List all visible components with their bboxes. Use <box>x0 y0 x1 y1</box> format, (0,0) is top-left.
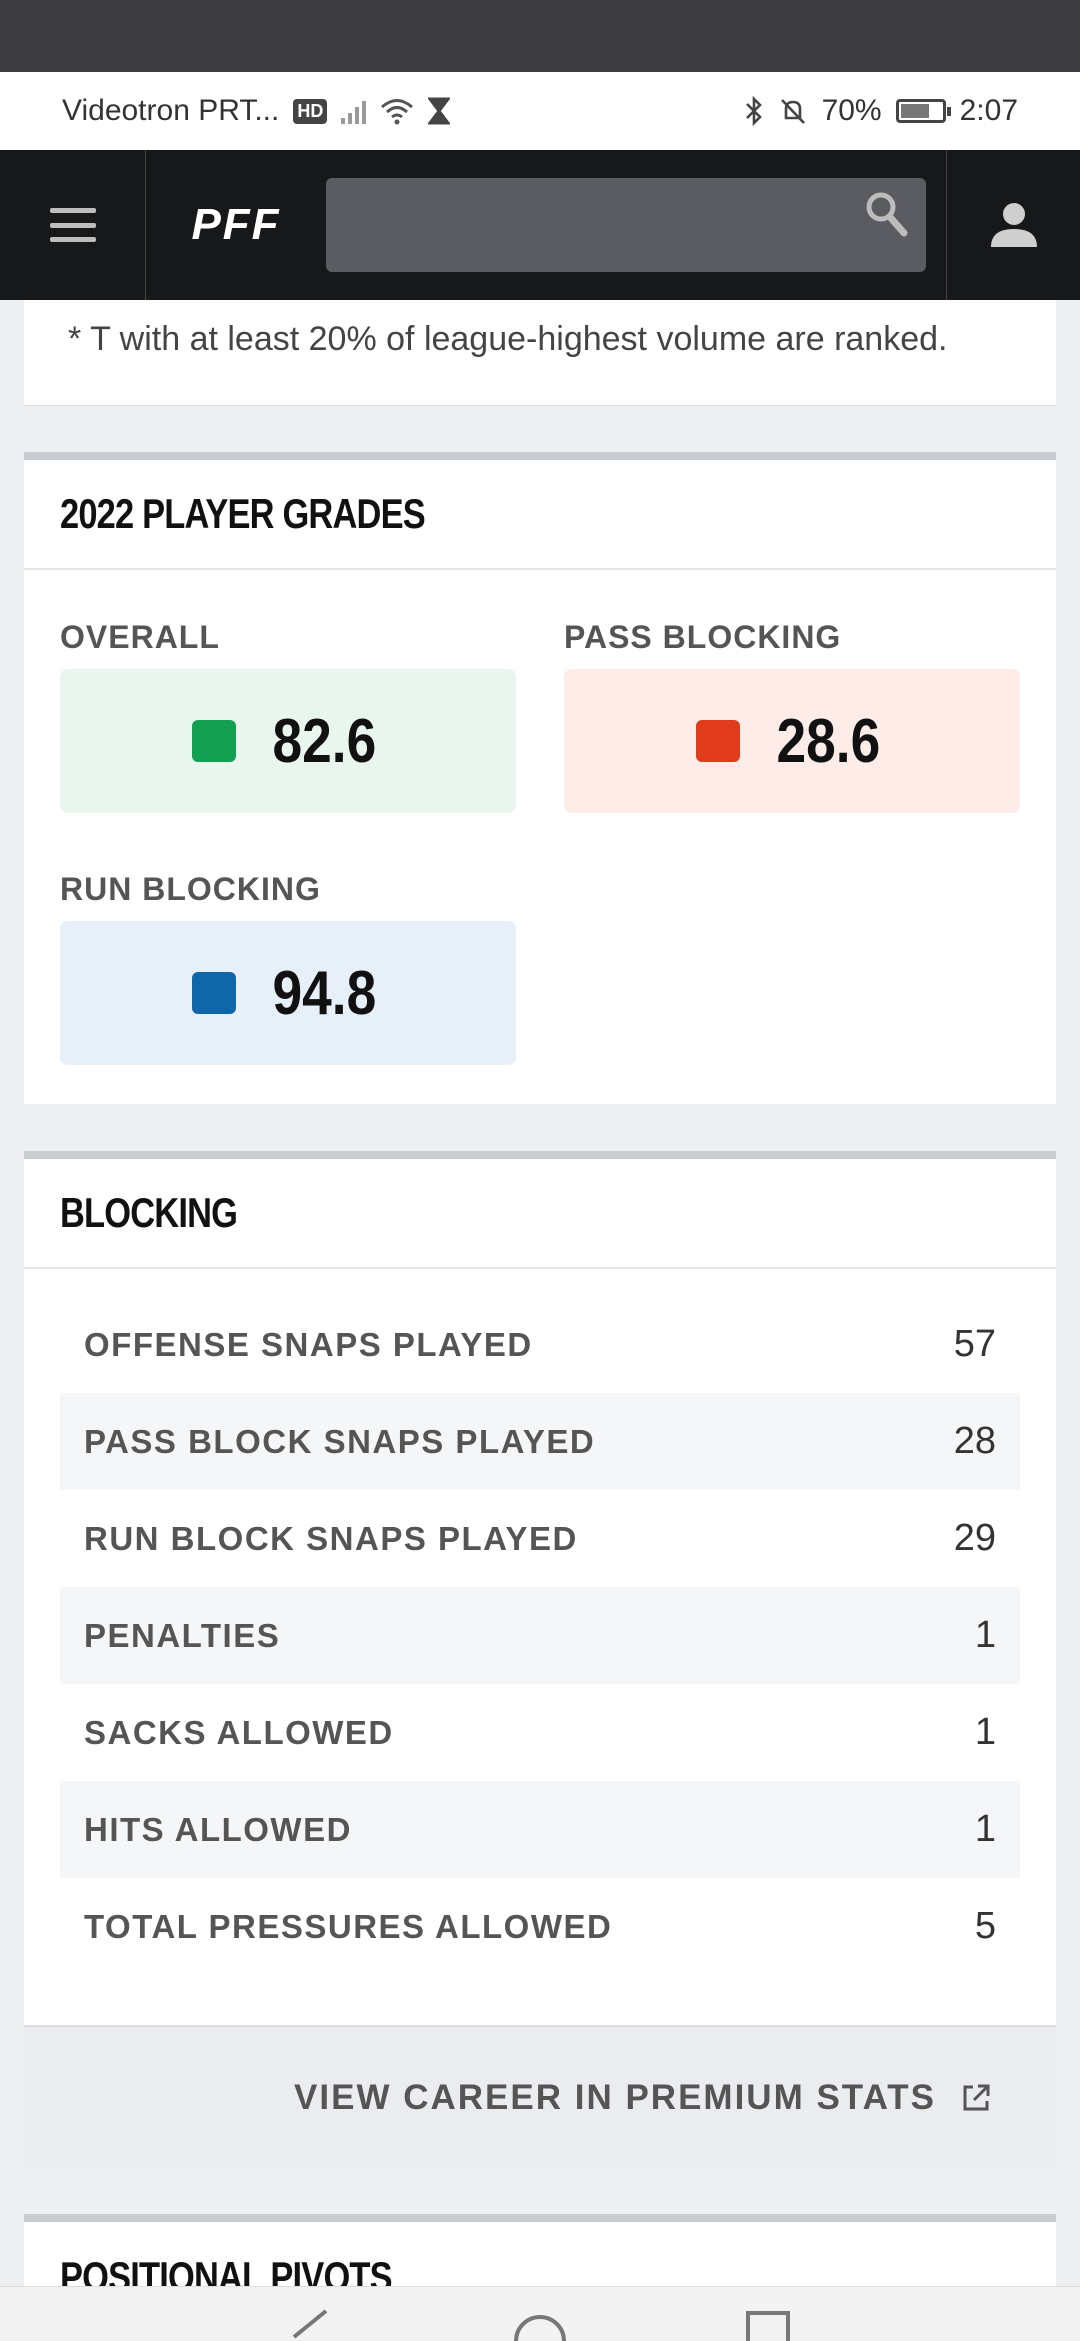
grade-run-blocking: RUN BLOCKING 94.8 <box>60 871 516 1065</box>
bell-muted-icon <box>780 99 805 124</box>
pff-logo[interactable]: PFF <box>191 200 281 249</box>
stat-value: 1 <box>974 1711 996 1753</box>
menu-button[interactable] <box>0 150 146 300</box>
stat-row: RUN BLOCK SNAPS PLAYED 29 <box>60 1490 1020 1587</box>
stat-value: 1 <box>974 1808 996 1850</box>
stat-row: OFFENSE SNAPS PLAYED 57 <box>60 1296 1020 1393</box>
site-navbar: PFF <box>0 150 1080 300</box>
grade-value: 28.6 <box>776 706 880 776</box>
player-grades-card: 2022 PLAYER GRADES OVERALL 82.6 PASS BLO… <box>24 452 1056 1104</box>
stat-label: SACKS ALLOWED <box>84 1713 394 1751</box>
stat-value: 5 <box>974 1905 996 1947</box>
stat-value: 1 <box>974 1614 996 1656</box>
grade-box: 28.6 <box>564 669 1020 813</box>
status-right: 70% 2:07 <box>744 94 1018 128</box>
grade-label: PASS BLOCKING <box>564 619 842 655</box>
view-career-link[interactable]: VIEW CAREER IN PREMIUM STATS <box>24 2025 1056 2168</box>
stat-row: HITS ALLOWED 1 <box>60 1781 1020 1878</box>
user-icon <box>990 203 1037 247</box>
stat-label: PENALTIES <box>84 1616 281 1654</box>
back-icon[interactable] <box>290 2307 330 2341</box>
view-career-label: VIEW CAREER IN PREMIUM STATS <box>294 2077 936 2117</box>
account-button[interactable] <box>946 150 1080 300</box>
stat-row: SACKS ALLOWED 1 <box>60 1684 1020 1781</box>
card-top-bar <box>24 452 1056 460</box>
grade-box: 82.6 <box>60 669 516 813</box>
top-system-bar <box>0 0 1080 72</box>
grade-value: 94.8 <box>272 958 376 1028</box>
stat-value: 28 <box>953 1420 996 1462</box>
search-icon[interactable] <box>864 190 908 240</box>
stat-row: PENALTIES 1 <box>60 1587 1020 1684</box>
wifi-icon <box>381 99 414 125</box>
external-link-icon <box>963 2084 990 2110</box>
grade-color-swatch <box>191 972 236 1014</box>
grade-color-swatch <box>191 720 236 762</box>
stat-label: TOTAL PRESSURES ALLOWED <box>84 1907 613 1945</box>
grade-pass-blocking: PASS BLOCKING 28.6 <box>564 619 1020 813</box>
hamburger-icon <box>49 208 96 242</box>
stat-label: OFFENSE SNAPS PLAYED <box>84 1325 533 1363</box>
bluetooth-icon <box>745 96 762 126</box>
blocking-stats-list: OFFENSE SNAPS PLAYED 57 PASS BLOCK SNAPS… <box>60 1296 1020 1975</box>
grade-box: 94.8 <box>60 921 516 1065</box>
stat-row: PASS BLOCK SNAPS PLAYED 28 <box>60 1393 1020 1490</box>
android-navigation-bar <box>0 2286 1080 2341</box>
stat-label: RUN BLOCK SNAPS PLAYED <box>84 1519 578 1557</box>
search-bar[interactable] <box>326 178 926 272</box>
battery-percent: 70% <box>821 94 882 127</box>
ranking-note-card: * T with at least 20% of league-highest … <box>24 300 1056 406</box>
ranking-note: * T with at least 20% of league-highest … <box>68 320 948 358</box>
grade-value: 82.6 <box>272 706 376 776</box>
grade-label: OVERALL <box>60 619 220 655</box>
grades-title: 2022 PLAYER GRADES <box>24 460 1056 570</box>
stat-value: 57 <box>953 1323 996 1365</box>
blocking-title: BLOCKING <box>24 1159 1056 1269</box>
hd-icon: HD <box>293 98 328 124</box>
stat-label: HITS ALLOWED <box>84 1810 352 1848</box>
status-bar: Videotron PRT... HD 70% 2:07 <box>0 72 1080 150</box>
stat-label: PASS BLOCK SNAPS PLAYED <box>84 1422 596 1460</box>
battery-icon <box>895 99 951 123</box>
grade-label: RUN BLOCKING <box>60 871 321 907</box>
stat-value: 29 <box>953 1517 996 1559</box>
blocking-card: BLOCKING OFFENSE SNAPS PLAYED 57 PASS BL… <box>24 1151 1056 2168</box>
grade-color-swatch <box>695 720 740 762</box>
status-left: Videotron PRT... HD <box>62 94 451 128</box>
clock-time: 2:07 <box>959 94 1018 127</box>
grade-overall: OVERALL 82.6 <box>60 619 516 813</box>
recents-icon[interactable] <box>744 2309 792 2341</box>
carrier-name: Videotron PRT... <box>62 94 280 127</box>
stat-row: TOTAL PRESSURES ALLOWED 5 <box>60 1878 1020 1975</box>
signal-icon <box>341 98 367 124</box>
card-top-bar <box>24 2214 1056 2222</box>
home-icon[interactable] <box>512 2307 568 2341</box>
hourglass-icon <box>428 97 451 125</box>
card-top-bar <box>24 1151 1056 1159</box>
